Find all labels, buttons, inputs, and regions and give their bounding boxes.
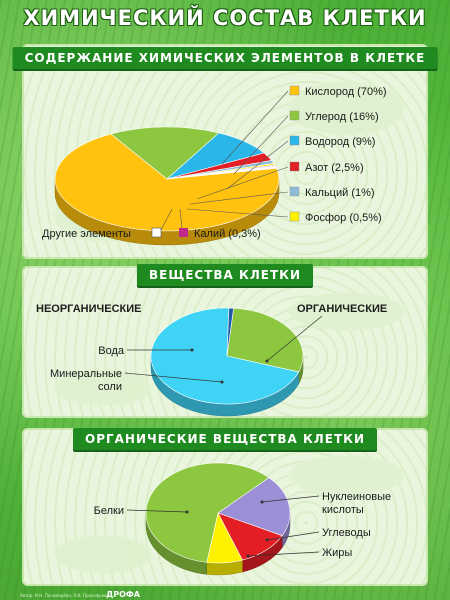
legend-swatch-калий-0-3 [179,228,188,237]
substances-slice-минеральные-соли [226,307,234,357]
legend-swatch-другие-элементы [151,227,162,238]
leader-line [196,166,289,200]
organic-heading: ОРГАНИЧЕСКИЕ ВЕЩЕСТВА КЛЕТКИ [72,428,378,450]
page-title: ХИМИЧЕСКИЙ СОСТАВ КЛЕТКИ [23,6,427,30]
elements-slice-другие-элементы [166,165,278,180]
leader-line [124,372,223,383]
legend-label-другие-элементы: Другие элементы [42,228,131,240]
organic-slice-нуклеиновые-кислоты [217,477,291,537]
legend-label-углерод-16: Углерод (16%) [305,111,379,123]
legend-swatch-фосфор-0-5 [289,211,300,222]
leader-dot [260,500,264,504]
elements-slice-углерод-16 [110,126,220,180]
leader-line [266,315,323,362]
legend-swatch-кальций-1 [289,186,300,197]
substances-slice-вода [150,307,300,405]
slice-label-вода: Вода [98,345,125,357]
organic-label: ОРГАНИЧЕСКИЕ [297,303,387,315]
leader-line [179,208,183,229]
leader-dot [265,538,269,542]
slice-label-минеральные-соли: соли [98,381,122,393]
elements-chart: Кислород (70%) Углерод (16%) Водород (9%) А… [42,85,387,246]
leader-dot [265,359,269,363]
elements-slice-кислород-70 [54,133,280,232]
legend-label-кислород-70: Кислород (70%) [305,86,387,98]
footer-credits: Автор: И.Н. Пономарёва, Л.И. Прокофьева [20,593,109,598]
inorganic-label: НЕОРГАНИЧЕСКИЕ [36,303,141,315]
leader-line [126,509,188,513]
leader-line [160,208,173,231]
legend-swatch-водород-9 [289,135,300,146]
leader-line [233,115,289,175]
leader-line [261,495,320,503]
leader-line [186,208,289,218]
leader-line [189,191,289,205]
slice-label-нуклеиновые-кислоты: Нуклеиновые [322,491,391,503]
leader-line [221,90,289,165]
legend-swatch-кислород-70 [289,85,300,96]
legend-label-водород-9: Водород (9%) [305,136,375,148]
slice-label-нуклеиновые-кислоты: кислоты [322,504,364,516]
substances-slice-органические [226,307,304,373]
elements-heading: СОДЕРЖАНИЕ ХИМИЧЕСКИХ ЭЛЕМЕНТОВ В КЛЕТКЕ [12,47,438,69]
organic-slice-белки [145,462,270,563]
legend-label-фосфор-0-5: Фосфор (0,5%) [305,212,382,224]
slice-label-минеральные-соли: Минеральные [50,368,122,380]
leader-dot [185,510,189,514]
legend-label-калий-0-3: Калий (0,3%) [194,228,261,240]
substances-heading: ВЕЩЕСТВА КЛЕТКИ [136,264,314,286]
slice-label-углеводы: Углеводы [322,527,371,539]
leader-dot [246,554,250,558]
leader-line [266,531,320,541]
publisher-logo: ДРОФА [106,590,140,599]
leader-dot [220,380,224,384]
legend-label-кальций-1: Кальций (1%) [305,187,375,199]
substances-chart: НЕОРГАНИЧЕСКИЕ ОРГАНИЧЕСКИЕ Вода Минераль… [36,303,387,417]
leader-dot [190,348,194,352]
slice-label-белки: Белки [94,505,124,517]
slice-label-жиры: Жиры [322,547,352,559]
leader-line [226,140,289,190]
legend-label-азот-2-5: Азот (2,5%) [305,162,364,174]
leader-line [247,551,320,557]
legend-swatch-углерод-16 [289,110,300,121]
legend-swatch-азот-2-5 [289,161,300,172]
